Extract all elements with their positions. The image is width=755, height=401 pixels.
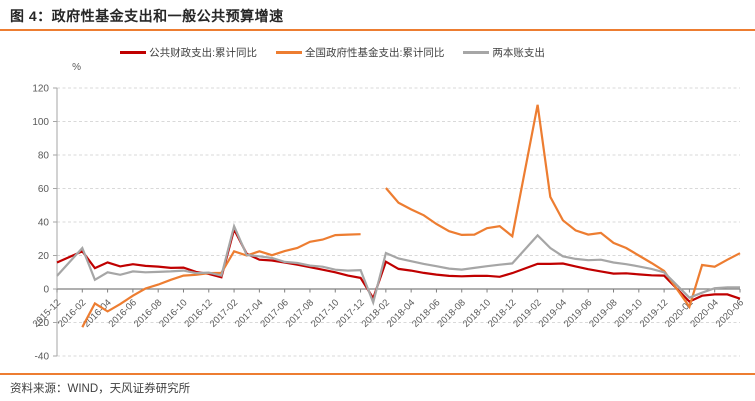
svg-text:120: 120 — [32, 84, 49, 95]
svg-text:100: 100 — [32, 117, 49, 128]
red-line-marker — [120, 51, 147, 54]
svg-text:2020-06: 2020-06 — [714, 297, 746, 329]
svg-text:-20: -20 — [35, 318, 50, 329]
legend-label: 全国政府性基金支出:累计同比 — [305, 47, 445, 59]
svg-text:0: 0 — [43, 285, 49, 296]
source-note: 资料来源：WIND，天风证券研究所 — [10, 383, 191, 395]
legend-item-govt-fund: 全国政府性基金支出:累计同比 — [276, 45, 444, 60]
svg-text:80: 80 — [38, 151, 50, 162]
svg-text:60: 60 — [38, 184, 50, 195]
footer-divider — [0, 373, 755, 375]
svg-text:%: % — [72, 62, 81, 73]
legend-label: 两本账支出 — [492, 47, 545, 59]
title-divider — [0, 29, 755, 31]
svg-text:-40: -40 — [35, 352, 50, 363]
legend-item-two-accounts: 两本账支出 — [463, 45, 545, 60]
orange-line-marker — [276, 51, 302, 54]
figure-title: 图 4：政府性基金支出和一般公共预算增速 — [10, 8, 284, 24]
svg-text:40: 40 — [38, 218, 50, 229]
legend-item-public-fiscal: 公共财政支出:累计同比 — [120, 45, 257, 60]
svg-text:20: 20 — [38, 251, 50, 262]
gray-line-marker — [463, 51, 490, 54]
legend-label: 公共财政支出:累计同比 — [149, 47, 257, 59]
chart-legend: 公共财政支出:累计同比 全国政府性基金支出:累计同比 两本账支出 — [0, 45, 710, 60]
